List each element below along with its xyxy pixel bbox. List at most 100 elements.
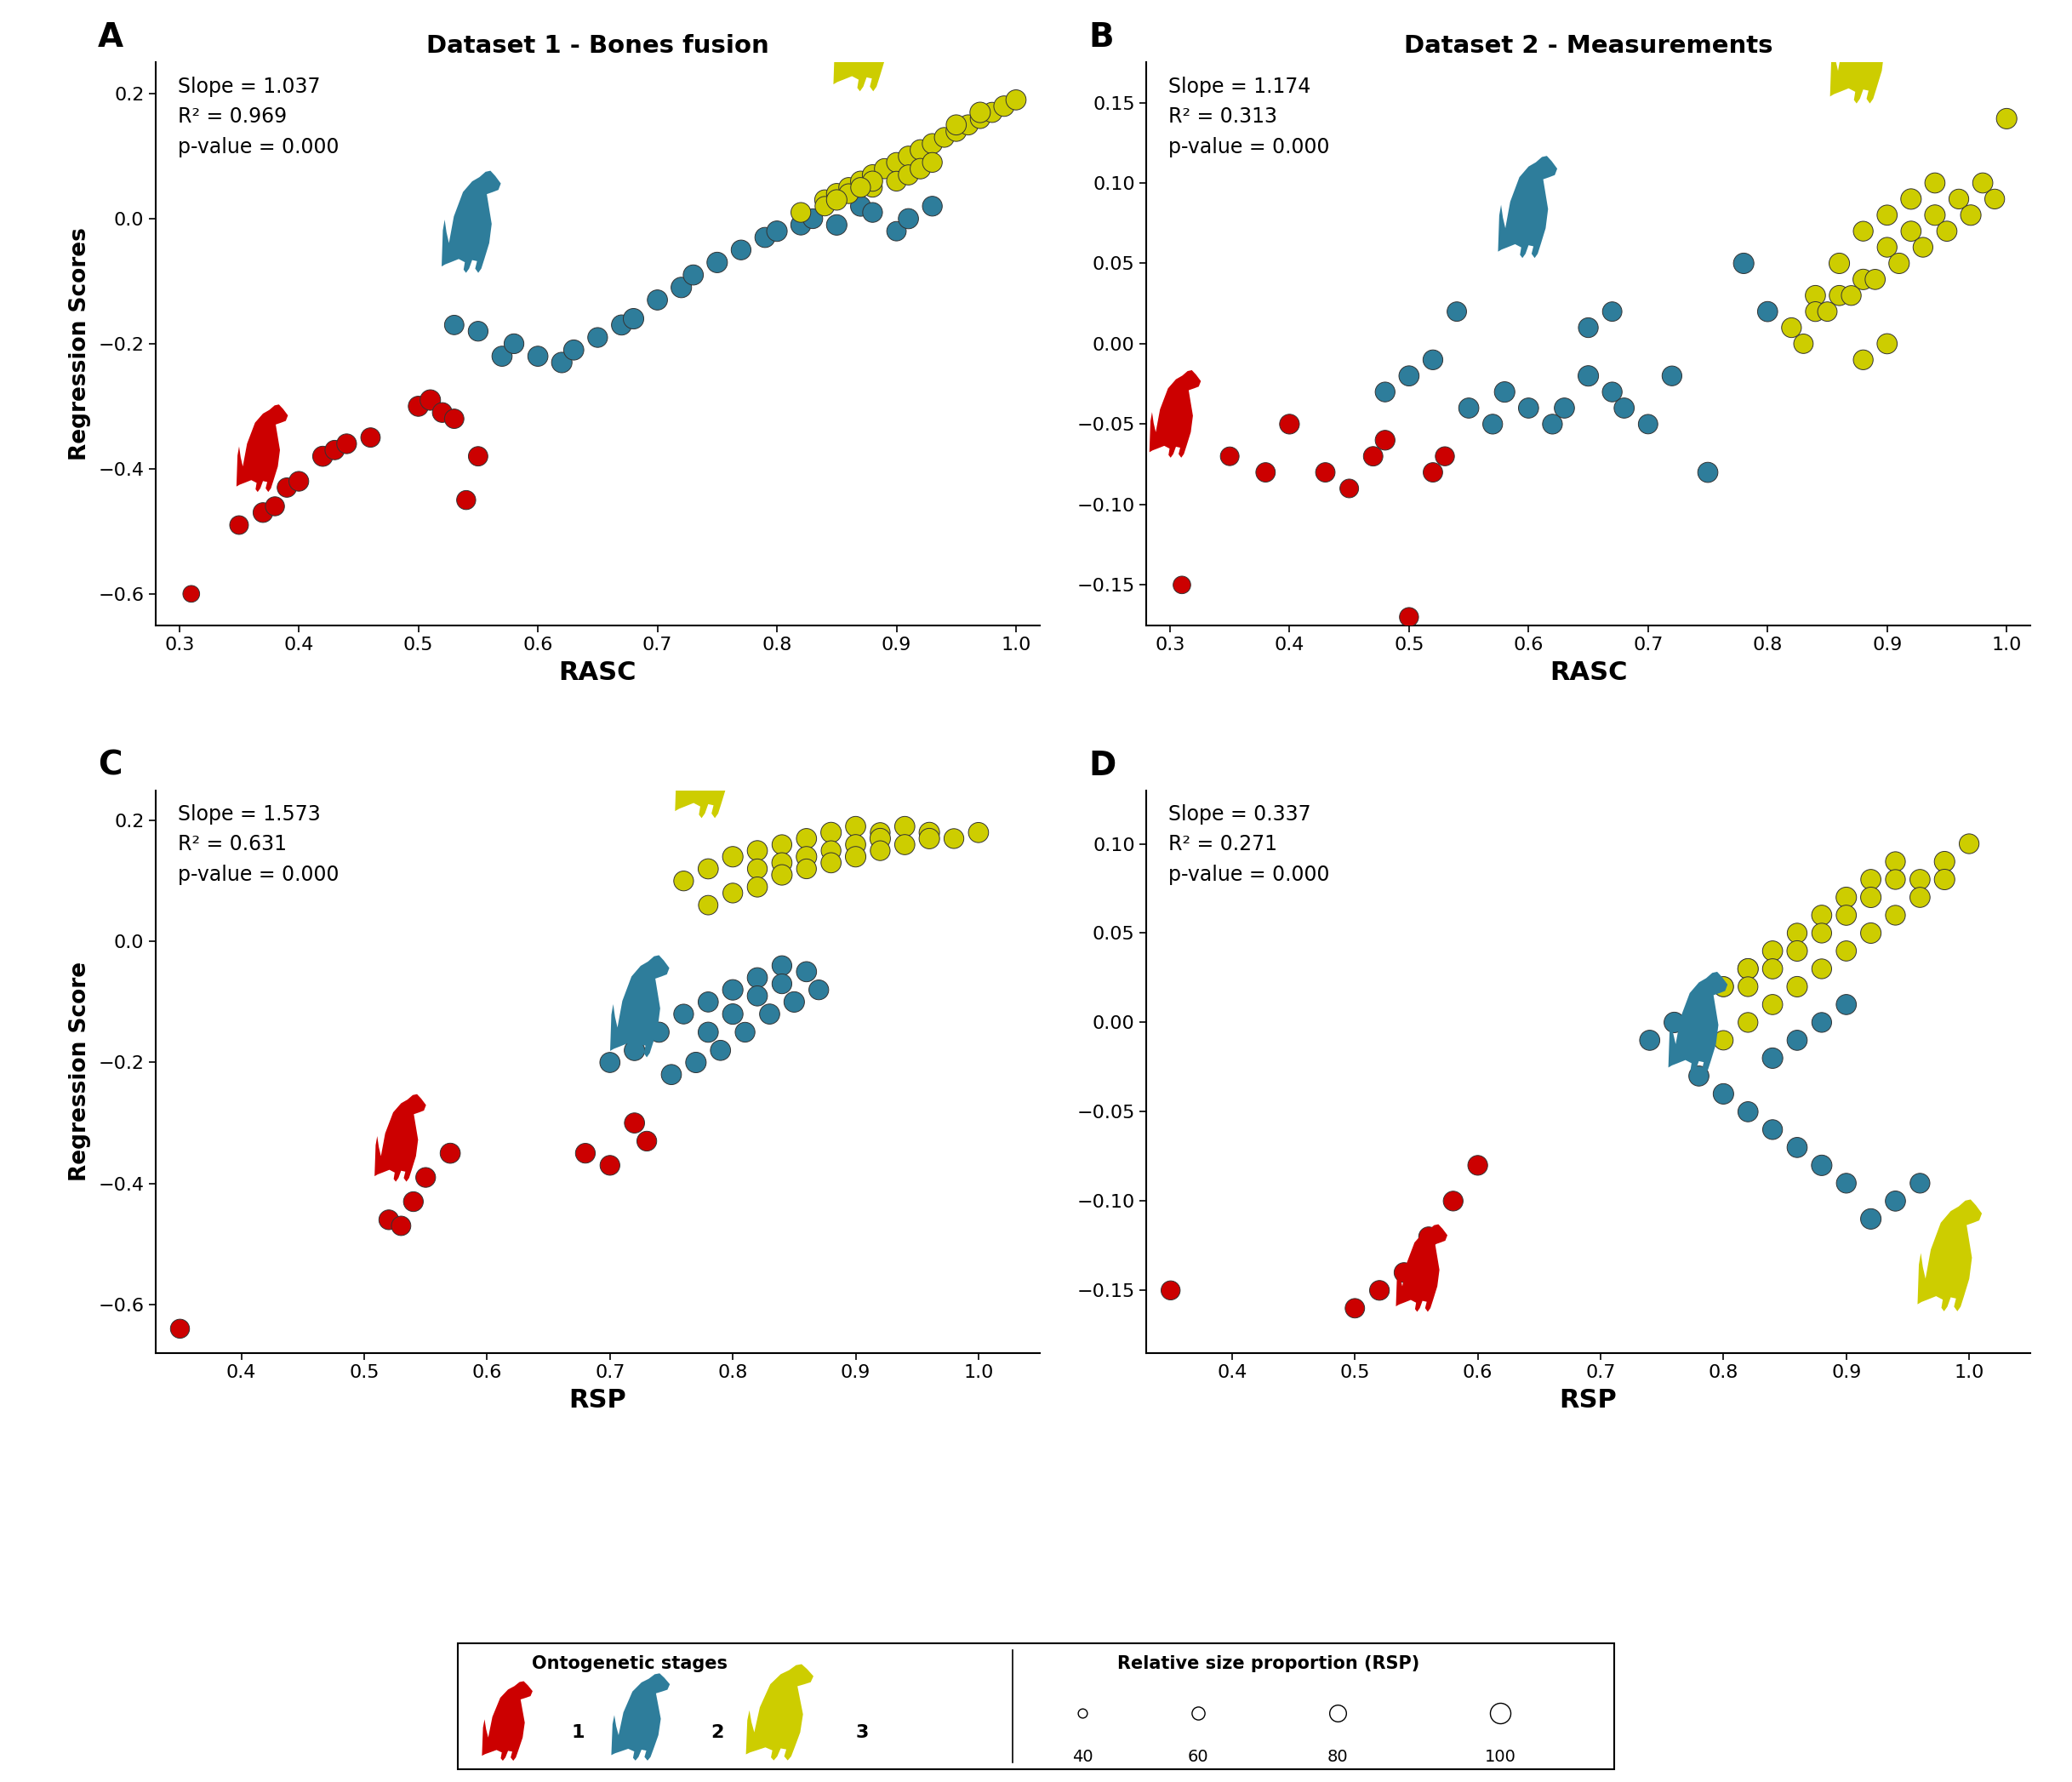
Point	[1755, 991, 1788, 1019]
Point	[1392, 362, 1426, 390]
Point	[1919, 201, 1952, 230]
Point	[1732, 1009, 1765, 1037]
Point	[1952, 829, 1985, 857]
Point	[1780, 1133, 1813, 1162]
Point	[497, 330, 530, 358]
PathPatch shape	[1498, 155, 1558, 258]
Point	[814, 836, 847, 864]
Point	[1595, 378, 1629, 406]
Point	[881, 168, 914, 196]
Point	[1780, 1026, 1813, 1055]
Point	[717, 879, 750, 907]
Point	[462, 317, 495, 346]
Text: 40: 40	[1071, 1748, 1092, 1766]
Point	[1212, 442, 1245, 470]
Point	[704, 1035, 738, 1064]
Point	[765, 969, 798, 998]
Point	[425, 397, 458, 426]
Point	[437, 405, 470, 433]
Point	[450, 486, 483, 515]
Point	[667, 1000, 700, 1028]
Point	[808, 185, 841, 214]
Point	[789, 825, 823, 854]
Point	[1548, 394, 1581, 422]
PathPatch shape	[1668, 971, 1728, 1075]
Point	[988, 93, 1021, 121]
Point	[1805, 902, 1838, 930]
Point	[1392, 602, 1426, 631]
Point	[1954, 201, 1987, 230]
Point	[1823, 282, 1857, 310]
Point	[864, 818, 897, 846]
Point	[951, 110, 984, 139]
PathPatch shape	[833, 0, 897, 91]
Point	[1776, 314, 1809, 342]
Point	[593, 1151, 626, 1180]
Point	[1805, 920, 1838, 948]
Point	[1440, 298, 1473, 326]
Point	[941, 118, 974, 146]
Point	[843, 168, 876, 196]
Point	[1805, 1009, 1838, 1037]
Y-axis label: Regression Scores: Regression Scores	[68, 226, 91, 460]
Point	[269, 474, 303, 503]
Point	[593, 1048, 626, 1076]
Point	[856, 173, 889, 201]
Point	[1573, 362, 1606, 390]
Point	[1755, 937, 1788, 966]
Point	[522, 342, 555, 371]
PathPatch shape	[1917, 1199, 1983, 1312]
Text: Slope = 1.037
R² = 0.969
p-value = 0.000: Slope = 1.037 R² = 0.969 p-value = 0.000	[178, 77, 338, 157]
Point	[881, 217, 914, 246]
Point	[1894, 185, 1927, 214]
Point	[640, 285, 673, 314]
Point	[1854, 1205, 1888, 1233]
Point	[1904, 866, 1937, 895]
Point	[725, 235, 758, 264]
Point	[814, 818, 847, 846]
Point	[821, 210, 854, 239]
Point	[1322, 1698, 1355, 1727]
Point	[414, 385, 448, 413]
Text: Ontogenetic stages: Ontogenetic stages	[533, 1655, 727, 1672]
Point	[1484, 1698, 1517, 1727]
Point	[665, 273, 698, 301]
Text: D: D	[1088, 750, 1117, 782]
Title: Dataset 2 - Measurements: Dataset 2 - Measurements	[1405, 34, 1774, 59]
Point	[462, 442, 495, 470]
Point	[1798, 282, 1832, 310]
Point	[889, 830, 922, 859]
Point	[1830, 902, 1863, 930]
Point	[1786, 330, 1819, 358]
Point	[856, 160, 889, 189]
Point	[1417, 346, 1450, 374]
Point	[1363, 1276, 1397, 1304]
Text: 60: 60	[1187, 1748, 1208, 1766]
Point	[1780, 937, 1813, 966]
Point	[605, 310, 638, 339]
Point	[916, 130, 949, 159]
Point	[765, 952, 798, 980]
Point	[222, 511, 255, 540]
Point	[1707, 973, 1740, 1001]
Point	[748, 223, 781, 251]
Point	[1388, 1258, 1421, 1287]
Point	[373, 1206, 406, 1235]
X-axis label: RASC: RASC	[559, 661, 636, 684]
Point	[385, 1212, 419, 1240]
Point	[742, 873, 775, 902]
Point	[1732, 973, 1765, 1001]
Text: 2: 2	[711, 1725, 723, 1741]
Point	[752, 1000, 785, 1028]
Point	[1755, 955, 1788, 984]
Point	[1573, 314, 1606, 342]
PathPatch shape	[611, 1673, 669, 1761]
Text: A: A	[97, 21, 124, 53]
Point	[914, 818, 947, 846]
Point	[678, 260, 711, 289]
Point	[742, 964, 775, 993]
Point	[1154, 1276, 1187, 1304]
Point	[1846, 217, 1879, 246]
Point	[617, 1108, 651, 1137]
Point	[785, 210, 818, 239]
